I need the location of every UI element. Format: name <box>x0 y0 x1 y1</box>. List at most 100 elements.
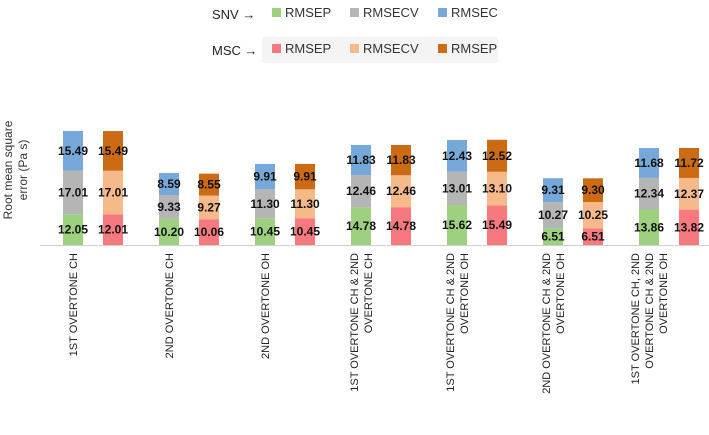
data-label-snv-2-cat-0: 15.49 <box>58 144 88 158</box>
data-label-snv-1-cat-1: 9.33 <box>157 200 181 214</box>
data-label-snv-2-cat-5: 9.31 <box>541 183 565 197</box>
bar-snv-rmsep-0-cat-1 <box>159 218 179 245</box>
bar-snv-rmsec-2-cat-4 <box>447 139 467 172</box>
legend-swatch-msc-2 <box>438 44 447 53</box>
data-label-msc-1-cat-3: 12.46 <box>386 184 416 198</box>
legend-label-msc-1: RMSECV <box>363 41 419 56</box>
category-label-4-line-0: 1ST OVERTONE CH & 2ND <box>445 253 457 392</box>
data-label-snv-0-cat-6: 13.86 <box>634 220 664 234</box>
legend-label-msc-2: RMSEP <box>451 41 497 56</box>
bar-snv-rmsecv-1-cat-4 <box>447 171 467 206</box>
data-label-msc-0-cat-0: 12.01 <box>98 223 128 237</box>
legend-label-snv-1: RMSECV <box>363 5 419 20</box>
data-label-msc-1-cat-0: 17.01 <box>98 185 128 199</box>
data-label-msc-0-cat-3: 14.78 <box>386 219 416 233</box>
category-label-6: 1ST OVERTONE CH, 2ND OVERTONE CH & 2ND OVE… <box>630 253 670 384</box>
data-label-msc-2-cat-1: 8.55 <box>197 178 221 192</box>
category-labels: 1ST OVERTONE CH 2ND OVERTONE CH 2ND OVERTO… <box>68 253 670 394</box>
data-label-snv-1-cat-3: 12.46 <box>346 184 376 198</box>
data-label-snv-0-cat-4: 15.62 <box>442 218 472 232</box>
category-label-2: 2ND OVERTONE OH <box>260 253 272 359</box>
legend-swatch-msc-1 <box>350 44 359 53</box>
bar-msc-rmsep-2-cat-1 <box>199 173 219 196</box>
legend: SNV → RMSEP RMSECV RMSEC MSC → RMSEP RMSECV RMS… <box>212 5 498 63</box>
data-label-snv-2-cat-4: 12.43 <box>442 149 472 163</box>
y-axis-label-line-2: error (Pa s) <box>16 140 30 201</box>
category-label-0: 1ST OVERTONE CH <box>68 253 80 356</box>
legend-swatch-snv-1 <box>350 8 359 17</box>
data-label-msc-1-cat-5: 10.25 <box>578 208 608 222</box>
data-label-msc-1-cat-1: 9.27 <box>197 200 221 214</box>
data-label-msc-0-cat-5: 6.51 <box>581 230 605 244</box>
bar-snv-rmsep-0-cat-6 <box>639 209 659 245</box>
y-axis-label-line-1: Root mean square <box>1 120 15 219</box>
data-label-snv-1-cat-2: 11.30 <box>250 197 280 211</box>
category-label-1: 2ND OVERTONE CH <box>164 253 176 358</box>
bar-msc-rmsecv-1-cat-4 <box>487 171 507 206</box>
category-label-3-line-0: 1ST OVERTONE CH & 2ND <box>349 253 361 392</box>
legend-group-msc: MSC → <box>212 43 258 58</box>
data-label-msc-2-cat-6: 11.72 <box>674 156 704 170</box>
category-label-3: 1ST OVERTONE CH & 2ND OVERTONE CH <box>349 253 375 392</box>
data-label-msc-0-cat-4: 15.49 <box>482 218 512 232</box>
category-label-1-line-0: 2ND OVERTONE CH <box>164 253 176 358</box>
category-label-6-line-0: 1ST OVERTONE CH, 2ND <box>630 253 642 384</box>
bar-snv-rmsec-2-cat-1 <box>159 173 179 196</box>
bar-msc-rmsep-0-cat-4 <box>487 205 507 245</box>
category-label-5-line-1: OVERTONE OH <box>555 253 567 334</box>
bar-msc-rmsep-0-cat-1 <box>199 219 219 245</box>
data-label-snv-0-cat-5: 6.51 <box>541 230 565 244</box>
bar-msc-rmsep-0-cat-3 <box>391 207 411 245</box>
legend-msc-background <box>262 37 498 63</box>
legend-swatch-snv-0 <box>272 8 281 17</box>
data-label-snv-0-cat-3: 14.78 <box>346 219 376 233</box>
bar-snv-rmsecv-1-cat-3 <box>351 175 371 208</box>
data-label-msc-0-cat-6: 13.82 <box>674 220 704 234</box>
category-label-5: 2ND OVERTONE CH & 2ND OVERTONE OH <box>541 253 567 394</box>
legend-swatch-msc-0 <box>272 44 281 53</box>
data-label-snv-2-cat-1: 8.59 <box>157 177 181 191</box>
legend-label-msc-0: RMSEP <box>285 41 331 56</box>
bar-msc-rmsep-0-cat-0 <box>103 214 123 245</box>
data-label-msc-2-cat-2: 9.91 <box>293 170 317 184</box>
bar-msc-rmsecv-1-cat-6 <box>679 177 699 210</box>
data-label-msc-0-cat-1: 10.06 <box>194 225 224 239</box>
bar-msc-rmsecv-1-cat-3 <box>391 175 411 208</box>
bar-msc-rmsecv-1-cat-0 <box>103 170 123 215</box>
bar-msc-rmsep-2-cat-2 <box>295 163 315 190</box>
y-axis-label-group: Root mean square error (Pa s) <box>1 120 30 219</box>
bar-msc-rmsep-2-cat-3 <box>391 144 411 176</box>
bar-snv-rmsecv-1-cat-2 <box>255 189 275 219</box>
bar-snv-rmsep-0-cat-5 <box>543 228 563 245</box>
data-label-msc-1-cat-2: 11.30 <box>290 197 320 211</box>
data-label-snv-1-cat-6: 12.34 <box>634 187 664 201</box>
bar-snv-rmsec-2-cat-5 <box>543 178 563 203</box>
data-label-msc-0-cat-2: 10.45 <box>290 225 320 239</box>
data-label-msc-2-cat-0: 15.49 <box>98 144 128 158</box>
bar-msc-rmsep-0-cat-2 <box>295 218 315 245</box>
bar-snv-rmsec-2-cat-0 <box>63 130 83 171</box>
data-label-snv-1-cat-0: 17.01 <box>58 185 88 199</box>
bar-snv-rmsep-0-cat-4 <box>447 205 467 245</box>
bar-snv-rmsec-2-cat-2 <box>255 163 275 190</box>
data-label-msc-1-cat-6: 12.37 <box>674 187 704 201</box>
bar-msc-rmsep-2-cat-4 <box>487 139 507 172</box>
bar-snv-rmsec-2-cat-6 <box>639 148 659 178</box>
data-label-snv-0-cat-0: 12.05 <box>58 223 88 237</box>
data-label-snv-2-cat-3: 11.83 <box>346 153 376 167</box>
bar-snv-rmsecv-1-cat-1 <box>159 195 179 219</box>
bar-msc-rmsep-0-cat-6 <box>679 209 699 245</box>
category-label-6-line-1: OVERTONE CH & 2ND <box>644 253 656 369</box>
data-label-snv-1-cat-5: 10.27 <box>538 208 568 222</box>
category-label-6-line-2: OVERTONE OH <box>658 253 670 334</box>
category-label-5-line-0: 2ND OVERTONE CH & 2ND <box>541 253 553 394</box>
bar-msc-rmsecv-1-cat-5 <box>583 202 603 229</box>
bar-snv-rmsecv-1-cat-6 <box>639 177 659 210</box>
bar-msc-rmsep-2-cat-5 <box>583 178 603 203</box>
bar-msc-rmsep-0-cat-5 <box>583 228 603 245</box>
category-label-0-line-0: 1ST OVERTONE CH <box>68 253 80 356</box>
category-label-3-line-1: OVERTONE CH <box>363 253 375 333</box>
bar-snv-rmsecv-1-cat-0 <box>63 170 83 215</box>
bar-msc-rmsep-2-cat-0 <box>103 131 123 171</box>
